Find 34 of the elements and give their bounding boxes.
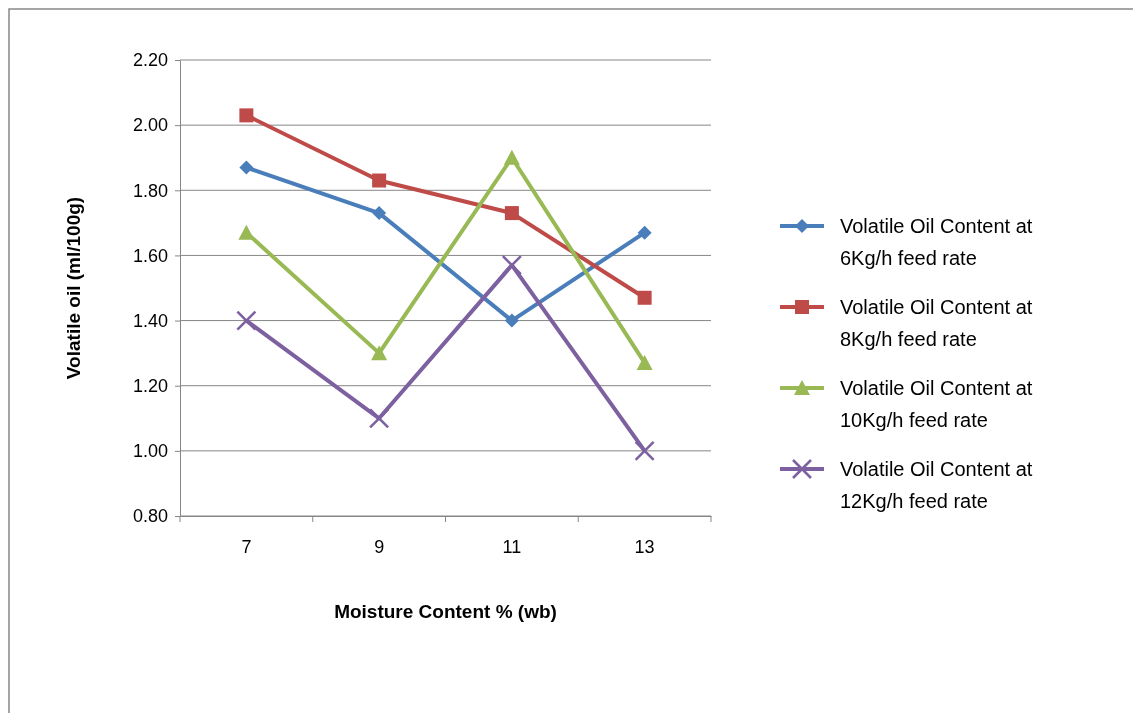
point	[636, 354, 653, 370]
y-tick-label: 2.20	[132, 50, 168, 71]
y-axis-title: Volatile oil (ml/100g)	[63, 196, 84, 380]
legend-label: Volatile Oil Content at 12Kg/h feed rate	[840, 458, 1033, 512]
point	[372, 206, 387, 221]
x-tick-label: 13	[634, 537, 655, 558]
point	[634, 440, 655, 462]
point	[637, 290, 652, 305]
point	[501, 254, 523, 276]
legend-label: Volatile Oil Content at 8Kg/h feed rate	[840, 296, 1033, 350]
y-tick-label: 1.80	[132, 180, 168, 201]
legend-label: Volatile Oil Content at 10Kg/h feed rate	[840, 377, 1033, 431]
x-tick-label: 9	[374, 537, 385, 558]
point	[368, 408, 390, 429]
point	[504, 206, 519, 221]
legend-label: Volatile Oil Content at 6Kg/h feed rate	[840, 215, 1033, 269]
point	[372, 173, 387, 188]
y-tick-label: 1.40	[132, 310, 168, 331]
y-tick-label: 2.00	[132, 115, 168, 136]
y-tick-label: 1.00	[132, 441, 168, 462]
point	[503, 149, 520, 165]
point	[504, 313, 519, 328]
x-axis-title: Moisture Content % (wb)	[334, 601, 557, 622]
x-tick-label: 11	[502, 537, 522, 558]
point	[239, 108, 254, 123]
point	[239, 160, 254, 175]
y-tick-label: 0.80	[132, 506, 168, 527]
x-tick-label: 7	[241, 537, 252, 558]
point	[238, 224, 255, 240]
y-tick-label: 1.60	[132, 245, 168, 266]
y-tick-label: 1.20	[132, 375, 168, 396]
point	[371, 345, 388, 361]
point	[236, 310, 257, 331]
point	[637, 225, 652, 240]
